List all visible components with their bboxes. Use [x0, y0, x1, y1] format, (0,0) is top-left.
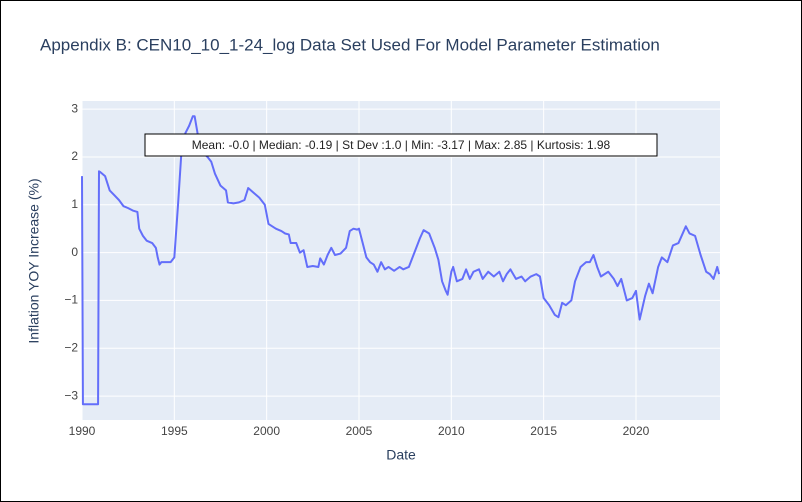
x-tick-label: 2010 [438, 424, 465, 438]
y-tick-label: −3 [64, 388, 78, 402]
x-tick-label: 2005 [346, 424, 373, 438]
annotation-box [144, 133, 658, 157]
x-tick-label: 1995 [161, 424, 188, 438]
y-tick-label: 2 [71, 149, 78, 163]
x-axis-title: Date [386, 447, 416, 463]
x-tick-label: 2000 [253, 424, 280, 438]
y-axis-title: Inflation YOY Increase (%) [26, 178, 42, 343]
y-tick-label: 1 [71, 197, 78, 211]
y-tick-label: −2 [64, 340, 78, 354]
data-line [81, 115, 721, 406]
y-tick-label: 0 [71, 245, 78, 259]
y-tick-label: 3 [71, 101, 78, 115]
annotation: Mean: -0.0 | Median: -0.19 | St Dev :1.0… [192, 138, 611, 152]
x-tick-label: 2020 [623, 424, 650, 438]
chart-title: Appendix B: CEN10_10_1-24_log Data Set U… [40, 35, 660, 54]
x-tick-label: 1990 [69, 424, 96, 438]
y-tick-label: −1 [64, 293, 78, 307]
x-tick-label: 2015 [530, 424, 557, 438]
